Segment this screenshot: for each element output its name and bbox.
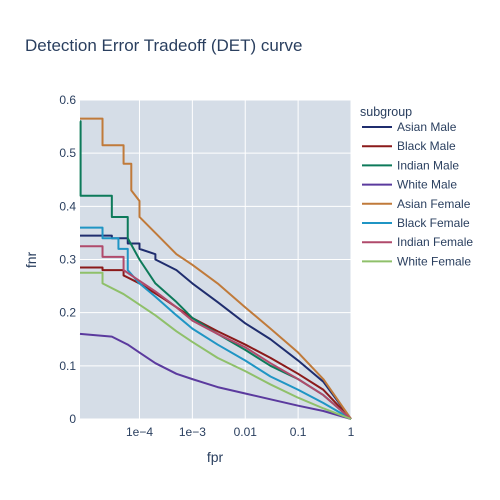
y-tick-label: 0.3 (59, 253, 76, 267)
y-axis-title: fnr (23, 251, 39, 268)
y-tick-label: 0.6 (59, 93, 76, 107)
legend-item-label[interactable]: White Female (397, 254, 471, 268)
x-axis-ticks: 1e−4 1e−3 0.01 0.1 1 (126, 425, 355, 439)
series-lines (79, 117, 352, 420)
series-line-white-female (80, 271, 352, 420)
y-tick-label: 0.5 (59, 146, 76, 160)
y-tick-label: 0.2 (59, 306, 76, 320)
legend-item-label[interactable]: Indian Male (397, 158, 459, 172)
y-axis-ticks: 0 0.1 0.2 0.3 0.4 0.5 0.6 (59, 93, 76, 426)
chart-title: Detection Error Tradeoff (DET) curve (25, 36, 302, 55)
legend-item-label[interactable]: Indian Female (397, 235, 473, 249)
grid-lines (80, 99, 352, 420)
series-line-black-female (80, 226, 352, 420)
x-tick-label: 0.1 (290, 425, 307, 439)
y-tick-label: 0.4 (59, 199, 76, 213)
series-line-white-male (79, 332, 352, 420)
legend-item-label[interactable]: Asian Male (397, 120, 457, 134)
series-line-asian-female (80, 117, 352, 420)
series-line-indian-male (79, 120, 352, 420)
x-tick-label: 1e−4 (126, 425, 153, 439)
x-tick-label: 1e−3 (179, 425, 206, 439)
legend-title: subgroup (360, 105, 412, 119)
series-line-indian-female (80, 245, 352, 420)
series-line-asian-male (80, 234, 352, 420)
y-tick-label: 0.1 (59, 359, 76, 373)
legend: subgroup Asian Male Black Male Indian Male… (360, 105, 473, 268)
x-tick-label: 1 (348, 425, 355, 439)
legend-item-label[interactable]: Black Female (397, 216, 470, 230)
legend-item-label[interactable]: Asian Female (397, 197, 471, 211)
x-axis-title: fpr (207, 449, 224, 465)
legend-item-label[interactable]: White Male (397, 178, 457, 192)
legend-item-label[interactable]: Black Male (397, 139, 456, 153)
y-tick-label: 0 (69, 412, 76, 426)
x-tick-label: 0.01 (234, 425, 258, 439)
